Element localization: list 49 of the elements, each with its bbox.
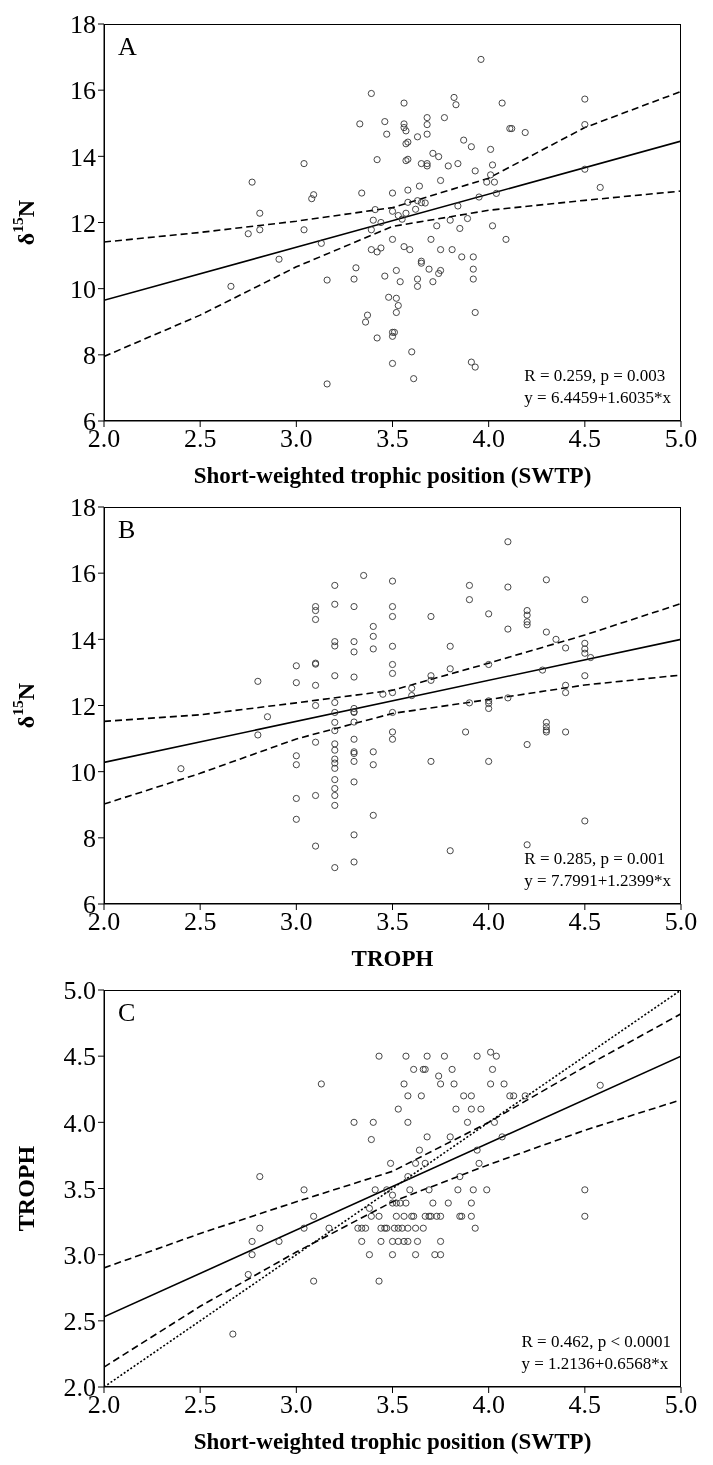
- y-tick-label: 14: [70, 142, 96, 172]
- annotation: R = 0.462, p < 0.0001: [521, 1331, 671, 1353]
- x-tick-label: 4.5: [568, 1390, 602, 1420]
- y-tick-label: 12: [70, 691, 96, 721]
- y-tick-label: 18: [70, 10, 96, 40]
- y-tick-label: 12: [70, 208, 96, 238]
- x-axis-title: TROPH: [351, 946, 434, 971]
- y-tick-label: 5.0: [63, 976, 96, 1006]
- y-tick-label: 3.5: [63, 1174, 96, 1204]
- annotation: y = 1.2136+0.6568*x: [521, 1353, 670, 1375]
- x-tick-label: 4.5: [568, 424, 602, 454]
- y-tick-label: 10: [70, 757, 96, 787]
- y-tick-label: 8: [83, 824, 96, 854]
- x-tick-label: 4.0: [472, 1390, 505, 1420]
- x-tick-label: 3.5: [376, 1390, 409, 1420]
- x-tick-label: 3.0: [280, 424, 313, 454]
- y-tick-label: 3.0: [63, 1240, 96, 1270]
- y-tick-label: 10: [70, 274, 96, 304]
- y-tick-label: 16: [70, 559, 96, 589]
- chart-title: C: [118, 998, 136, 1028]
- x-tick-label: 5.0: [664, 907, 698, 937]
- x-tick-label: 4.0: [472, 424, 505, 454]
- annotation: R = 0.259, p = 0.003: [524, 365, 667, 387]
- y-tick-label: 4.5: [63, 1042, 96, 1072]
- y-tick-label: 14: [70, 625, 96, 655]
- y-tick-label: 4.0: [63, 1108, 96, 1138]
- x-tick-label: 2.5: [183, 1390, 217, 1420]
- x-tick-label: 5.0: [664, 424, 698, 454]
- y-axis-title: TROPH: [13, 1145, 39, 1232]
- y-tick-label: 16: [70, 76, 96, 106]
- x-tick-label: 2.5: [183, 907, 217, 937]
- x-tick-label: 4.0: [472, 907, 505, 937]
- x-axis-title: Short-weighted trophic position (SWTP): [193, 463, 592, 488]
- x-tick-label: 2.5: [183, 424, 217, 454]
- x-axis-title: Short-weighted trophic position (SWTP): [193, 1429, 592, 1454]
- chart-title: B: [118, 515, 136, 545]
- y-tick-label: 8: [83, 341, 96, 371]
- x-tick-label: 5.0: [664, 1390, 698, 1420]
- chart-title: A: [118, 32, 137, 62]
- x-tick-label: 4.5: [568, 907, 602, 937]
- x-tick-label: 3.5: [376, 907, 409, 937]
- y-tick-label: 18: [70, 493, 96, 523]
- x-tick-label: 3.0: [280, 1390, 313, 1420]
- x-tick-label: 3.5: [376, 424, 409, 454]
- annotation: y = 6.4459+1.6035*x: [524, 387, 671, 409]
- annotation: y = 7.7991+1.2399*x: [524, 870, 671, 892]
- annotation: R = 0.285, p = 0.001: [524, 848, 667, 870]
- x-tick-label: 3.0: [280, 907, 313, 937]
- y-tick-label: 2.5: [63, 1307, 96, 1337]
